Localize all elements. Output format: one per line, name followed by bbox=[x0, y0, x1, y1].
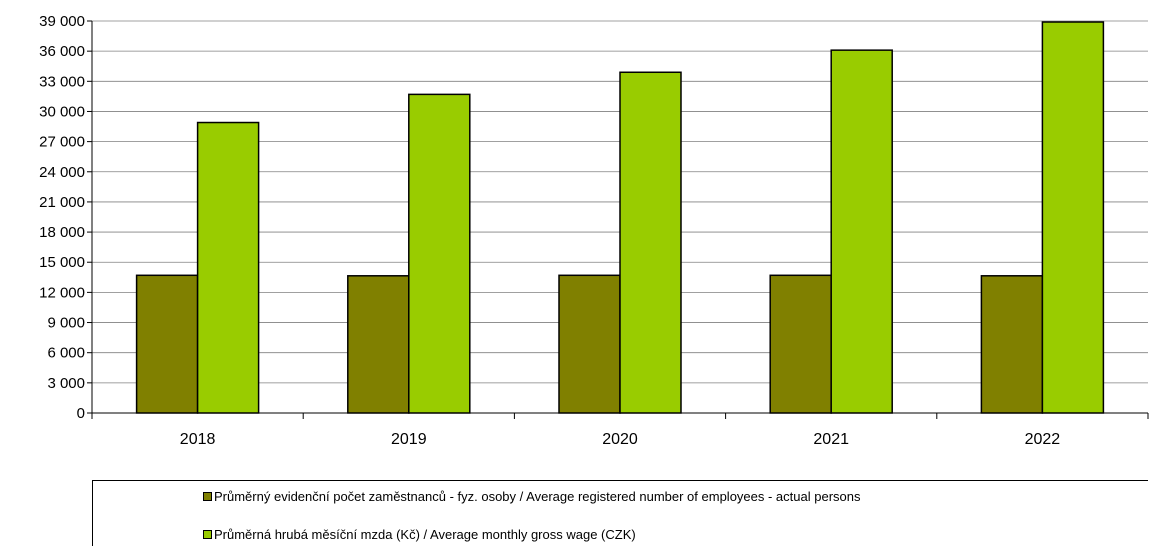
y-axis-ticks: 0 3 000 6 000 9 000 12 000 15 000 18 000 21 000… bbox=[39, 13, 92, 422]
bar-wage-2021 bbox=[830, 49, 893, 414]
bars bbox=[135, 21, 1105, 414]
legend-swatch-employees bbox=[203, 492, 212, 501]
legend-label-wage: Průměrná hrubá měsíční mzda (Kč) / Avera… bbox=[214, 527, 636, 542]
x-axis-ticks: 2018 2019 2020 2021 2022 bbox=[91, 413, 1149, 448]
bar-employees-2020 bbox=[558, 274, 621, 414]
legend-item-employees: Průměrný evidenční počet zaměstnanců - f… bbox=[203, 489, 860, 504]
y-tick-label: 30 000 bbox=[39, 103, 85, 120]
y-tick-label: 24 000 bbox=[39, 164, 85, 181]
legend-swatch-wage bbox=[203, 530, 212, 539]
y-tick-label: 33 000 bbox=[39, 73, 85, 90]
bar-wage-2019 bbox=[408, 93, 471, 414]
x-tick-label: 2022 bbox=[1025, 431, 1061, 448]
bar-wage-2022 bbox=[1041, 21, 1105, 414]
y-tick-label: 18 000 bbox=[39, 224, 85, 241]
x-tick-label: 2018 bbox=[180, 431, 216, 448]
y-tick-label: 3 000 bbox=[47, 375, 85, 392]
y-tick-label: 21 000 bbox=[39, 194, 85, 211]
bar-chart: 0 3 000 6 000 9 000 12 000 15 000 18 000 21 000… bbox=[39, 13, 1149, 448]
y-tick-label: 0 bbox=[77, 405, 85, 422]
y-tick-label: 12 000 bbox=[39, 284, 85, 301]
y-tick-label: 27 000 bbox=[39, 134, 85, 151]
bar-employees-2019 bbox=[347, 275, 410, 414]
legend-label-employees: Průměrný evidenční počet zaměstnanců - f… bbox=[214, 489, 861, 504]
y-tick-label: 39 000 bbox=[39, 13, 85, 30]
x-tick-label: 2021 bbox=[813, 431, 849, 448]
x-tick-label: 2019 bbox=[391, 431, 427, 448]
legend bbox=[92, 480, 1148, 546]
y-tick-label: 6 000 bbox=[47, 345, 85, 362]
y-tick-label: 9 000 bbox=[47, 315, 85, 332]
bar-employees-2021 bbox=[769, 274, 832, 414]
legend-item-wage: Průměrná hrubá měsíční mzda (Kč) / Avera… bbox=[203, 527, 636, 542]
bar-wage-2020 bbox=[619, 71, 682, 414]
bar-employees-2018 bbox=[135, 274, 199, 414]
y-tick-label: 15 000 bbox=[39, 254, 85, 271]
bar-wage-2018 bbox=[196, 121, 260, 414]
bar-employees-2022 bbox=[980, 275, 1044, 414]
x-tick-label: 2020 bbox=[602, 431, 638, 448]
y-tick-label: 36 000 bbox=[39, 43, 85, 60]
